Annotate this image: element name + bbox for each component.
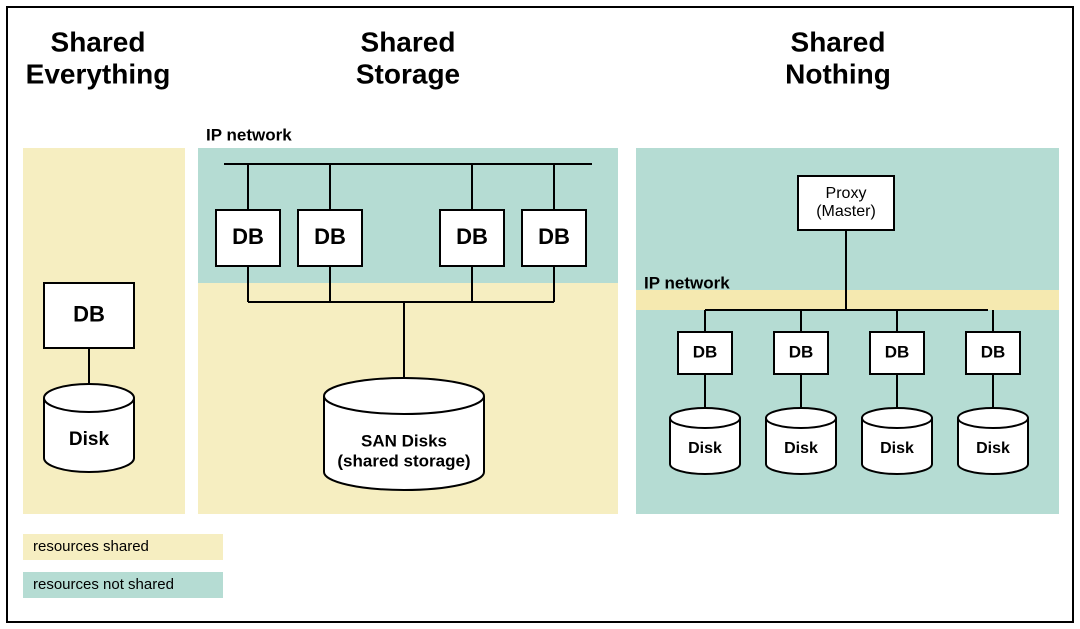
san-label-2: (shared storage) (337, 451, 470, 470)
se-db-label: DB (73, 301, 105, 326)
ss-db-label-0: DB (232, 224, 264, 249)
san-label-1: SAN Disks (361, 431, 447, 450)
title-col2-line2: Storage (356, 58, 460, 89)
sn-proxy-label-2: (Master) (816, 203, 876, 220)
sn-disk-label-1: Disk (784, 440, 818, 457)
sn-network-band (636, 290, 1059, 310)
title-col1-line2: Everything (26, 58, 171, 89)
architecture-diagram: SharedEverythingSharedStorageSharedNothi… (8, 8, 1072, 621)
sn-disk-label-2: Disk (880, 440, 914, 457)
sn-db-label-1: DB (789, 342, 814, 361)
se-disk (44, 384, 134, 472)
ss-ip-network-label: IP network (206, 125, 292, 144)
ss-db-label-2: DB (456, 224, 488, 249)
title-col3-line2: Nothing (785, 58, 891, 89)
title-col1-line1: Shared (51, 26, 146, 57)
title-col3-line1: Shared (791, 26, 886, 57)
sn-disk-label-0: Disk (688, 440, 722, 457)
sn-db-label-2: DB (885, 342, 910, 361)
sn-disk-label-3: Disk (976, 440, 1010, 457)
se-disk-label: Disk (69, 429, 110, 450)
diagram-frame: SharedEverythingSharedStorageSharedNothi… (6, 6, 1074, 623)
ss-db-label-1: DB (314, 224, 346, 249)
title-col2-line1: Shared (361, 26, 456, 57)
legend-shared-label: resources shared (33, 538, 149, 555)
sn-proxy-label-1: Proxy (826, 185, 867, 202)
legend-notshared-label: resources not shared (33, 576, 174, 593)
ss-db-label-3: DB (538, 224, 570, 249)
sn-db-label-0: DB (693, 342, 718, 361)
sn-db-label-3: DB (981, 342, 1006, 361)
sn-ip-network-label: IP network (644, 273, 730, 292)
